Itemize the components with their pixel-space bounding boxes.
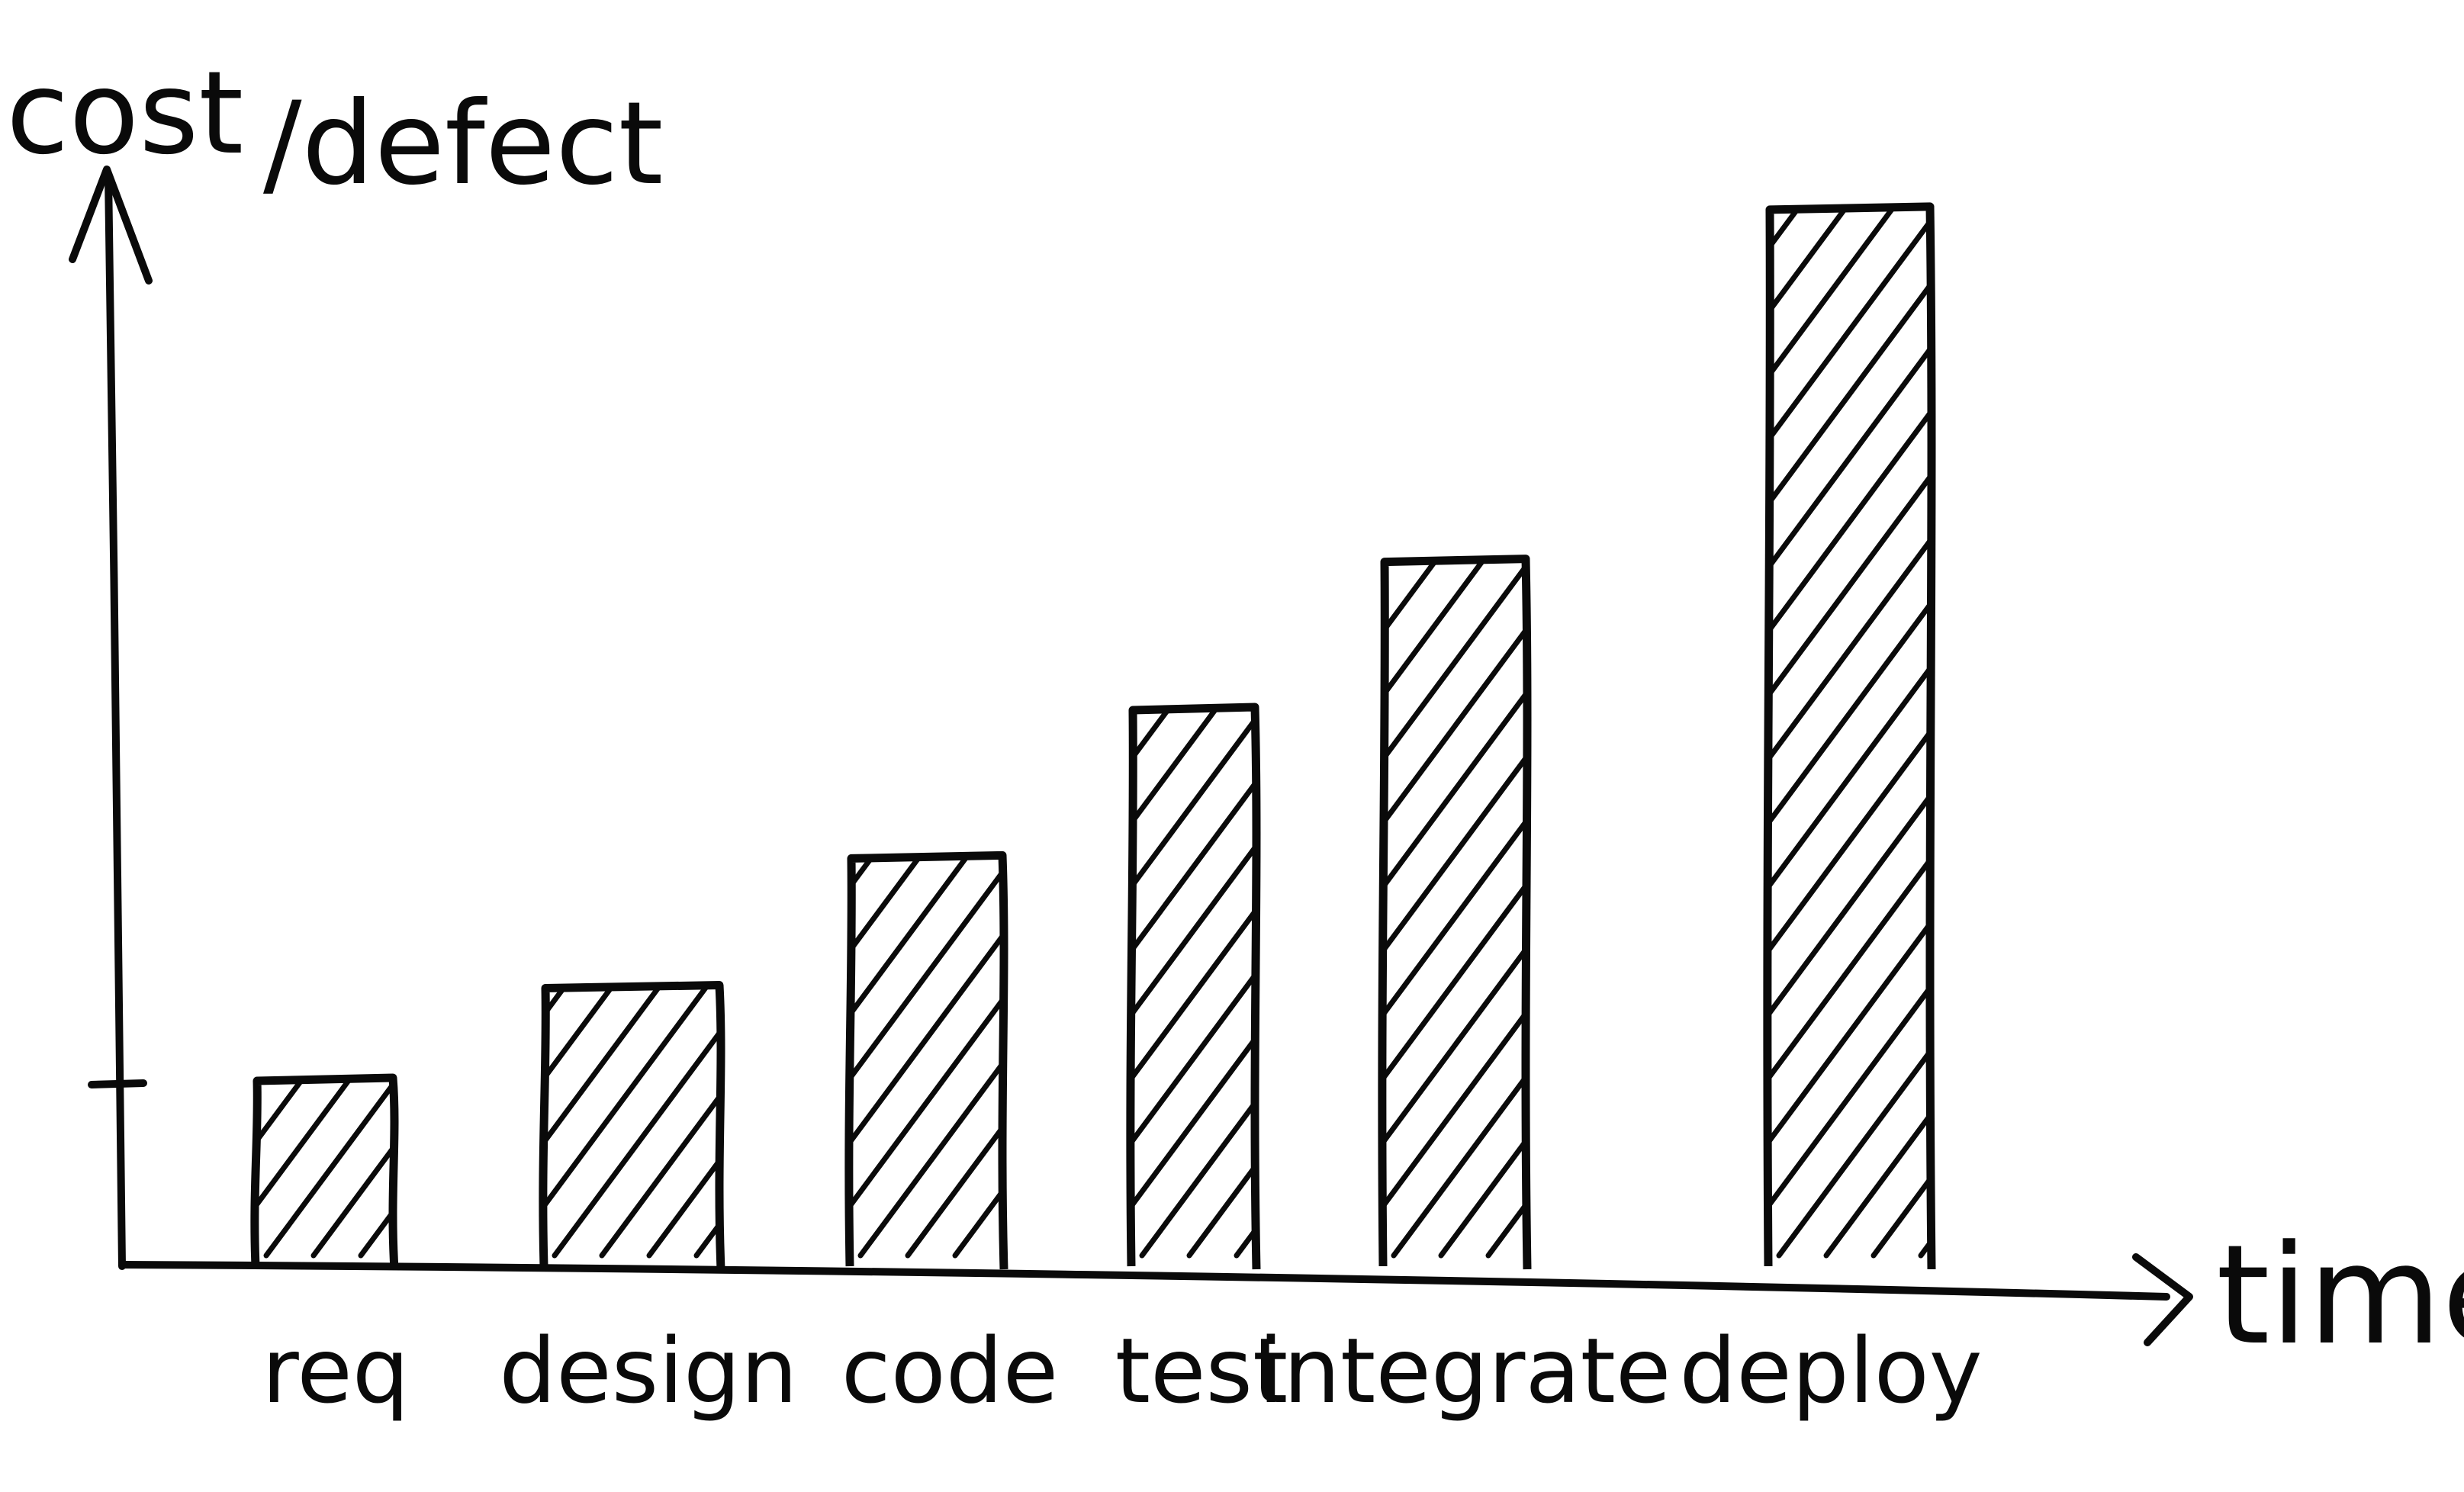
bar-integrate (1378, 555, 1532, 1270)
bar-hatch (1768, 209, 1930, 1259)
bar-design (539, 981, 725, 1270)
bar-hatch (1131, 710, 1255, 1259)
y-axis (69, 166, 153, 1270)
bar-outline (844, 851, 1008, 1270)
y-axis-label-sub: /defect (263, 78, 663, 211)
bar-hatch (256, 1081, 393, 1259)
category-label-design: design (499, 1318, 797, 1423)
bar-outline (539, 981, 725, 1270)
bar-outline (1126, 703, 1261, 1270)
bar-outline (1763, 202, 1936, 1270)
category-label-req: req (262, 1318, 409, 1423)
category-label-test: test (1115, 1318, 1288, 1423)
x-axis-label: time (2216, 1216, 2464, 1375)
bar-outline (250, 1073, 399, 1270)
bar-req (250, 1073, 399, 1270)
y-axis-arrow-icon (69, 166, 153, 285)
category-label-integrate: integrate (1258, 1318, 1671, 1423)
bar-hatch (1383, 561, 1526, 1259)
bar-outline (1378, 555, 1532, 1270)
category-label-code: code (841, 1318, 1059, 1423)
bar-deploy (1763, 202, 1936, 1270)
bar-code (844, 851, 1008, 1270)
bar-test (1126, 703, 1261, 1270)
category-label-deploy: deploy (1679, 1318, 1982, 1423)
y-axis-label-main: cost (6, 47, 243, 180)
x-axis-arrow-icon (2132, 1253, 2193, 1346)
y-ticks (88, 1079, 147, 1088)
bar-hatch (850, 858, 1002, 1259)
bars-group (250, 202, 1936, 1270)
y-tick-1 (88, 1079, 147, 1088)
bar-hatch (544, 988, 719, 1259)
